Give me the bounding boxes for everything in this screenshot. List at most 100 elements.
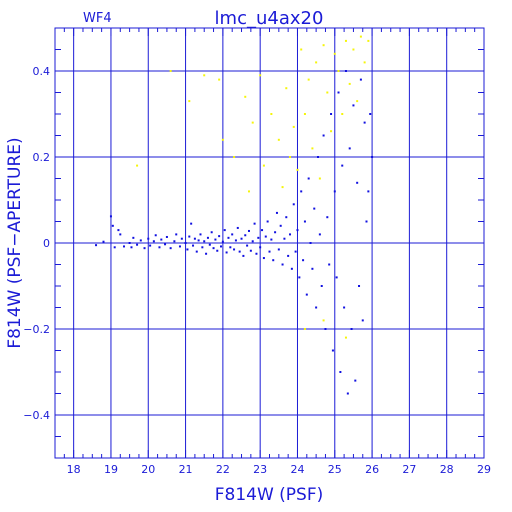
data-point (246, 244, 249, 247)
data-point (307, 78, 310, 81)
data-point (197, 239, 200, 242)
data-point (173, 240, 176, 243)
y-tick-label: 0.4 (33, 65, 51, 78)
data-point (367, 39, 370, 42)
data-point (251, 121, 254, 124)
data-point (262, 257, 265, 260)
data-point (292, 203, 295, 206)
data-point (234, 239, 237, 242)
data-point (339, 371, 342, 373)
data-point (371, 156, 374, 158)
x-tick-label: 25 (328, 463, 342, 476)
data-point (358, 285, 361, 287)
data-point (205, 252, 208, 255)
data-point (270, 113, 273, 115)
data-point (244, 234, 247, 237)
chart-title: lmc_u4ax20 (215, 8, 324, 29)
data-point (281, 186, 284, 189)
data-point (305, 293, 308, 296)
data-point (210, 231, 213, 234)
data-point (244, 95, 247, 98)
x-tick-label: 22 (216, 463, 230, 476)
data-point (208, 243, 211, 246)
data-point (225, 251, 228, 254)
x-tick-label: 18 (67, 463, 81, 476)
data-point (283, 237, 286, 240)
x-tick-labels: 18 19 20 21 22 23 24 25 26 27 28 29 (67, 463, 491, 476)
data-point (322, 44, 325, 47)
data-point (257, 236, 260, 239)
data-point (169, 247, 172, 250)
data-point (139, 239, 142, 242)
data-point (348, 147, 351, 150)
data-point (330, 113, 333, 115)
data-point (333, 52, 336, 55)
data-point (316, 156, 319, 158)
data-point (315, 306, 318, 309)
data-point (249, 249, 252, 252)
data-point (363, 121, 366, 124)
data-point (365, 220, 368, 223)
data-point (318, 233, 321, 236)
data-point (264, 235, 267, 238)
data-point (175, 233, 178, 236)
data-point (337, 70, 340, 72)
data-point (113, 246, 116, 249)
data-point (311, 147, 314, 150)
data-point (315, 61, 318, 64)
data-point (303, 113, 306, 115)
data-point (333, 190, 336, 193)
data-point (251, 240, 254, 243)
data-point (218, 78, 221, 81)
data-point (136, 164, 139, 167)
x-tick-label: 29 (477, 463, 491, 476)
data-point (344, 336, 347, 339)
data-point (119, 233, 122, 236)
x-tick-label: 20 (141, 463, 155, 476)
data-point (328, 263, 331, 266)
data-point (275, 211, 278, 214)
y-tick-label: 0 (43, 237, 50, 250)
data-point (337, 91, 340, 94)
data-point (147, 237, 150, 240)
data-point (320, 285, 323, 287)
data-point (190, 222, 193, 225)
data-point (231, 233, 234, 236)
data-point (192, 244, 195, 247)
data-point (212, 247, 215, 250)
data-point (341, 164, 344, 167)
data-point (290, 267, 293, 270)
data-point (363, 61, 366, 64)
data-point (128, 242, 131, 244)
data-points (95, 35, 374, 395)
data-point (152, 240, 155, 243)
data-point (326, 91, 329, 94)
data-point (165, 235, 168, 238)
data-point (199, 233, 202, 236)
data-point (352, 48, 355, 51)
x-tick-label: 19 (104, 463, 118, 476)
data-point (287, 254, 290, 257)
data-point (361, 319, 364, 322)
data-point (95, 244, 98, 247)
data-point (272, 259, 275, 262)
data-point (223, 229, 226, 232)
data-point (311, 267, 314, 270)
data-point (193, 237, 196, 240)
y-tick-label: −0.2 (23, 323, 50, 336)
y-tick-label: −0.4 (23, 409, 50, 422)
data-point (259, 74, 262, 77)
data-point (227, 236, 230, 239)
x-tick-label: 26 (365, 463, 379, 476)
x-tick-label: 28 (440, 463, 454, 476)
data-point (274, 231, 277, 234)
data-point (102, 240, 105, 243)
data-point (294, 250, 297, 253)
data-point (229, 246, 232, 249)
data-point (123, 245, 126, 248)
data-point (149, 244, 152, 247)
data-point (324, 328, 327, 330)
data-point (300, 48, 303, 51)
data-point (322, 134, 325, 137)
